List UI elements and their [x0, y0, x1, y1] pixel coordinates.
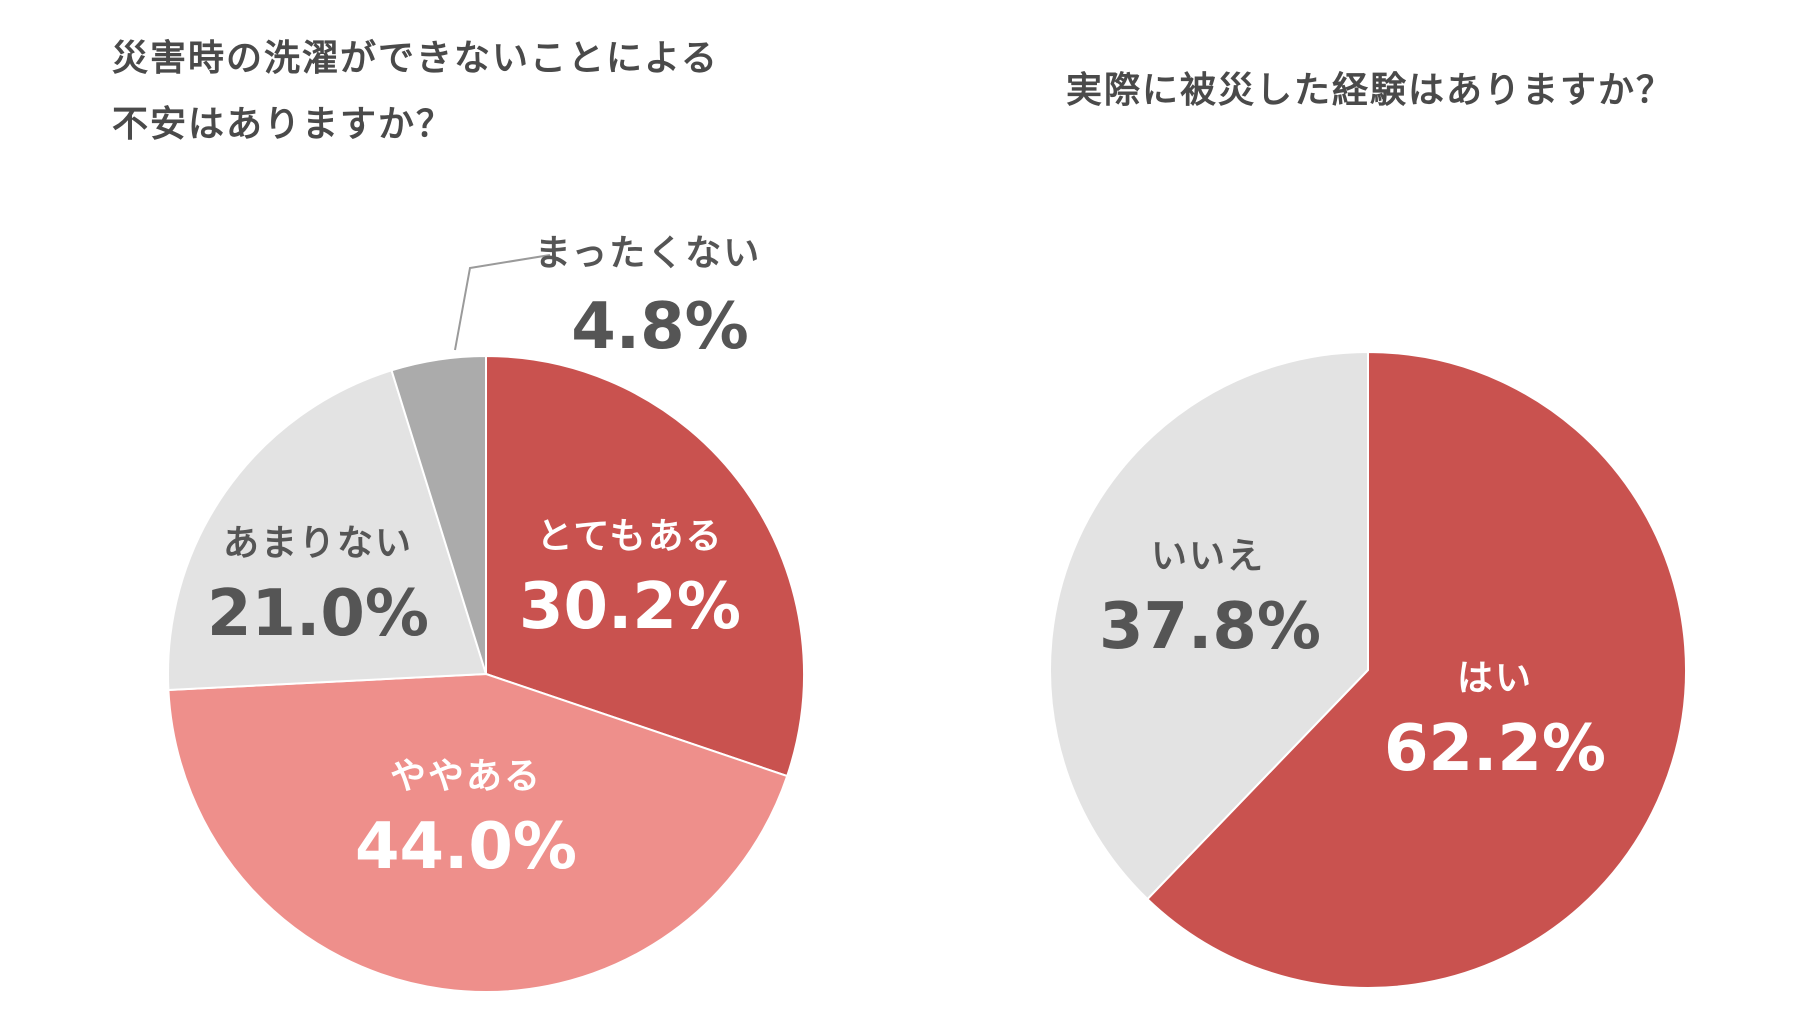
pie-right-slice-2 [1049, 350, 1369, 901]
pie-right-slice-1 [1146, 350, 1687, 989]
pie-right-slice-value-1: 62.2% [1384, 712, 1606, 786]
chart-title-left: 災害時の洗濯ができないことによる 不安はありますか？ [112, 26, 812, 158]
pie-left-slice-3 [167, 369, 488, 692]
pie-left-slice-value-1: 30.2% [519, 570, 741, 644]
pie-left-slice-value-4: 4.8% [571, 290, 749, 364]
pie-left-slice-label-3: あまりない [223, 523, 413, 564]
chart-title-left-line-2: 不安はありますか？ [112, 104, 455, 145]
chart-title-left-line-1: 災害時の洗濯ができないことによる [112, 38, 719, 79]
pie-left-slice-1 [485, 354, 806, 778]
pie-left-slice-label-4: まったくない [535, 233, 762, 274]
pie-right-slice-label-2: いいえ [1151, 536, 1265, 577]
pie-left-slice-2 [167, 672, 789, 994]
pie-left-slice-value-3: 21.0% [207, 577, 429, 651]
pie-right-slice-label-1: はい [1457, 658, 1533, 699]
pie-left-slice-4 [390, 354, 487, 675]
pie-left-slice-label-2: ややある [390, 756, 542, 797]
chart-title-right: 実際に被災した経験はありますか？ [1066, 70, 1675, 111]
pie-left-slice-label-1: とてもある [536, 516, 723, 557]
pie-left-leader-line-4 [454, 254, 551, 351]
pie-left-slice-value-2: 44.0% [355, 810, 577, 884]
pie-right-slice-value-2: 37.8% [1099, 590, 1321, 664]
